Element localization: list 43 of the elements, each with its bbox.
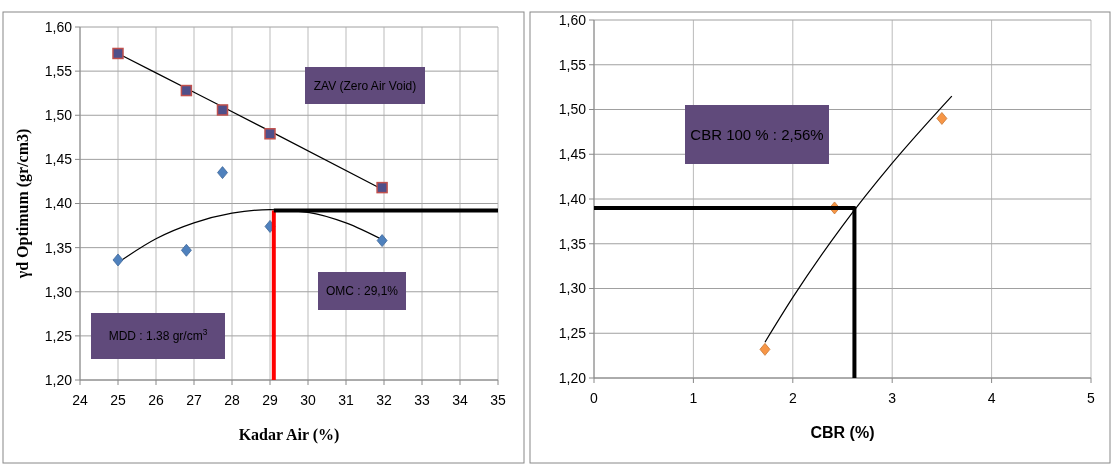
annotation: OMC : 29,1% bbox=[325, 284, 399, 299]
y-tick-label: 1,20 bbox=[44, 371, 73, 388]
y-tick-label: 1,60 bbox=[44, 18, 73, 35]
x-tick-label: 26 bbox=[148, 392, 164, 408]
x-tick-label: 2 bbox=[788, 390, 797, 406]
x-tick-label: 34 bbox=[452, 392, 468, 408]
annotation: CBR 100 % : 2,56% bbox=[690, 125, 824, 143]
y-axis-title: γd Optimum (gr/cm3) bbox=[14, 128, 32, 280]
y-tick-label: 1,50 bbox=[44, 107, 73, 124]
x-tick-label: 32 bbox=[376, 392, 392, 408]
y-tick-label: 1,55 bbox=[44, 63, 73, 80]
y-tick-label: 1,35 bbox=[558, 235, 587, 252]
y-tick-label: 1,30 bbox=[44, 283, 73, 300]
x-tick-label: 24 bbox=[72, 392, 88, 408]
y-tick-label: 1,40 bbox=[558, 190, 587, 207]
y-tick-label: 1,30 bbox=[558, 280, 587, 297]
y-tick-label: 1,45 bbox=[44, 151, 73, 168]
y-tick-label: 1,55 bbox=[558, 56, 587, 73]
x-tick-label: 0 bbox=[590, 390, 599, 406]
x-axis-title: Kadar Air (%) bbox=[238, 426, 340, 444]
y-tick-label: 1,45 bbox=[558, 146, 587, 163]
x-tick-label: 27 bbox=[186, 392, 202, 408]
y-tick-label: 1,35 bbox=[44, 239, 73, 256]
x-tick-label: 25 bbox=[110, 392, 126, 408]
y-tick-label: 1,25 bbox=[44, 327, 73, 344]
annotation: MDD : 1.38 gr/cm$^{3}$ bbox=[108, 327, 208, 344]
y-tick-label: 1,20 bbox=[558, 369, 587, 386]
x-axis-title: CBR (%) bbox=[810, 424, 875, 441]
x-tick-label: 3 bbox=[888, 390, 897, 406]
y-tick-label: 1,50 bbox=[558, 101, 587, 118]
x-tick-label: 29 bbox=[262, 392, 278, 408]
x-tick-label: 1 bbox=[689, 390, 698, 406]
y-tick-label: 1,60 bbox=[558, 11, 587, 28]
y-tick-label: 1,25 bbox=[558, 325, 587, 342]
annotation: ZAV (Zero Air Void) bbox=[313, 78, 417, 93]
x-tick-label: 35 bbox=[490, 392, 506, 408]
y-tick-label: 1,40 bbox=[44, 195, 73, 212]
x-tick-label: 31 bbox=[338, 392, 354, 408]
x-tick-label: 28 bbox=[224, 392, 240, 408]
x-tick-label: 33 bbox=[414, 392, 430, 408]
x-tick-label: 30 bbox=[300, 392, 316, 408]
x-tick-label: 5 bbox=[1087, 390, 1096, 406]
x-tick-label: 4 bbox=[987, 390, 996, 406]
